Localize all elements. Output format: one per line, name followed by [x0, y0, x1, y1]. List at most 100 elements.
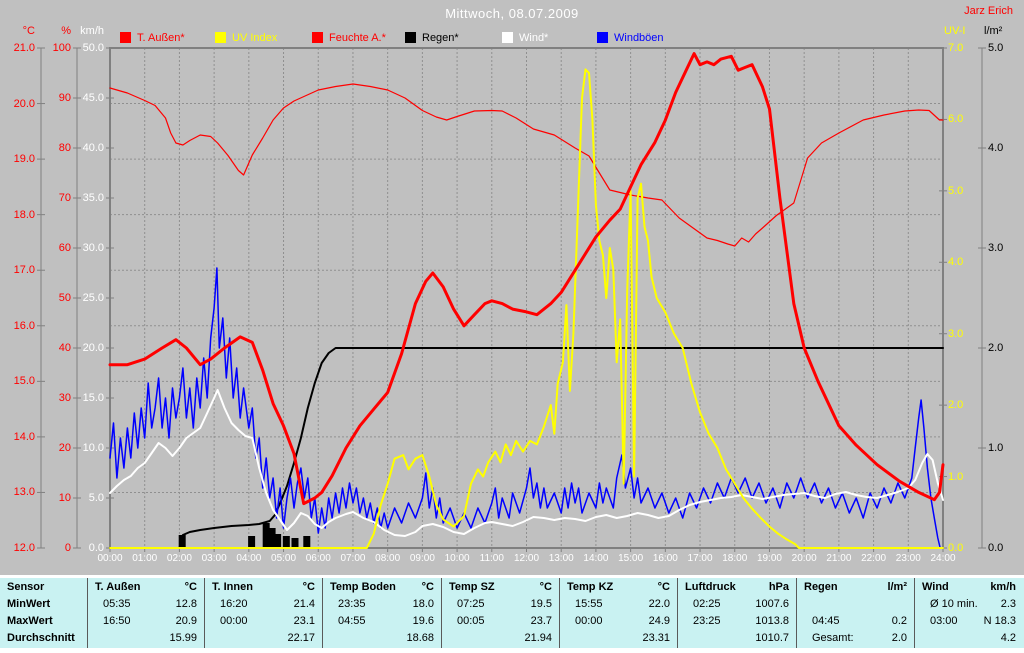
axis-tick-label-uv: 5.0: [948, 184, 964, 197]
legend-swatch: [502, 32, 513, 43]
table-header-row: T. Außen °C: [88, 579, 205, 596]
x-axis-label: 04:00: [236, 553, 262, 564]
table-cell-time: 00:05: [457, 615, 485, 627]
table-row: 23.31: [560, 630, 678, 647]
table-cell-value: 22.17: [287, 632, 315, 644]
axis-tick-label-temp: 19.0: [13, 153, 35, 166]
table-cell-value: 18.68: [406, 632, 434, 644]
table-column-separator: [204, 578, 205, 648]
x-axis-label: 16:00: [652, 553, 678, 564]
table-sensor-unit: km/h: [990, 581, 1016, 593]
table-cell-time: [922, 630, 930, 647]
x-axis-label: 12:00: [513, 553, 540, 564]
table-sensor-unit: hPa: [768, 581, 789, 593]
bottom-strip: [0, 648, 1024, 653]
table-row: 00:00 23.1: [205, 613, 323, 630]
x-axis-label: 01:00: [132, 553, 158, 564]
table-cell-value: 23.7: [530, 615, 552, 627]
legend-item: UV Index: [215, 31, 277, 44]
axis-unit-label-uv: UV-I: [944, 25, 966, 37]
table-cell-value: 1007.6: [755, 598, 789, 610]
table-cell-value: 23.31: [642, 632, 670, 644]
table-row: 15:55 22.0: [560, 596, 678, 613]
x-axis-label: 07:00: [340, 553, 366, 564]
axis-tick-label-wind: 45.0: [82, 92, 104, 104]
x-axis-label: 20:00: [791, 553, 817, 564]
axis-tick-label-percent: 30: [58, 392, 71, 404]
table-cell-time: Gesamt:: [812, 632, 854, 644]
axis-tick-label-uv: 1.0: [948, 470, 964, 483]
rain-bar: [248, 536, 256, 548]
table-cell-value: 22.0: [648, 598, 670, 610]
table-column-separator: [914, 578, 915, 648]
table-cell-value: 15.99: [169, 632, 197, 644]
table-column-separator: [796, 578, 797, 648]
table-row: [797, 596, 915, 613]
table-row: 21.94: [442, 630, 560, 647]
table-cell-time: [804, 596, 812, 613]
table-header-row: Temp KZ °C: [560, 579, 678, 596]
table-sensor-name: Luftdruck: [685, 581, 736, 593]
x-axis-label: 08:00: [375, 553, 401, 564]
table-cell-time: Ø 10 min.: [930, 598, 978, 610]
legend-swatch: [597, 32, 608, 43]
table-sensor-name: T. Innen: [212, 581, 253, 593]
legend-label: Feuchte A.*: [329, 31, 386, 44]
legend-label: Regen*: [422, 31, 459, 44]
table-sensor-name: Temp SZ: [449, 581, 495, 593]
x-axis-label: 06:00: [305, 553, 331, 564]
table-cell-value: 0.2: [891, 615, 907, 627]
table-cell-value: 18.0: [412, 598, 434, 610]
x-axis-label: 10:00: [444, 553, 470, 564]
table-cell-time: 07:25: [457, 598, 485, 610]
table-row-label: MaxWert: [7, 615, 53, 627]
table-sensor-name: Temp KZ: [567, 581, 614, 593]
rain-bar: [291, 538, 299, 548]
rain-bar: [303, 536, 311, 548]
axis-tick-label-wind: 5.0: [88, 492, 104, 504]
axis-tick-label-temp: 15.0: [13, 375, 35, 388]
legend-item: T. Außen*: [120, 31, 185, 44]
legend-swatch: [215, 32, 226, 43]
table-cell-time: 04:55: [338, 615, 366, 627]
axis-tick-label-wind: 10.0: [82, 442, 104, 454]
table-column-separator: [87, 578, 88, 648]
table-row: 07:25 19.5: [442, 596, 560, 613]
table-sensor-unit: °C: [657, 581, 670, 593]
table-cell-time: [567, 630, 575, 647]
table-row-label: MinWert: [7, 598, 51, 610]
axis-tick-label-wind: 40.0: [82, 142, 104, 154]
series-T. Außen: [108, 52, 945, 506]
plot-border: [109, 47, 944, 549]
table-row: 02:25 1007.6: [678, 596, 797, 613]
chart-title: Mittwoch, 08.07.2009: [445, 6, 579, 21]
table-cell-time: [330, 630, 338, 647]
table-cell-time: 00:00: [575, 615, 603, 627]
table-cell-time: 05:35: [103, 598, 131, 610]
table-header-row: Luftdruck hPa: [678, 579, 797, 596]
table-column-T. Außen: T. Außen °C 05:35 12.8 16:50 20.9 15.99: [88, 578, 205, 648]
x-axis-label: 11:00: [479, 553, 504, 564]
axis-tick-label-wind: 35.0: [82, 192, 104, 204]
table-row: 00:00 24.9: [560, 613, 678, 630]
axis-tick-label-temp: 21.0: [13, 42, 35, 54]
table-cell-time: 03:00: [930, 615, 958, 627]
x-axis-label: 13:00: [548, 553, 574, 564]
axis-unit-label-temp: °C: [22, 25, 35, 37]
table-row: Gesamt: 2.0: [797, 630, 915, 647]
rain-bar: [268, 528, 276, 548]
table-cell-time: [95, 630, 103, 647]
axis-tick-label-temp: 14.0: [13, 430, 35, 443]
axis-tick-label-percent: 0: [64, 542, 71, 554]
legend-item: Feuchte A.*: [312, 31, 386, 44]
summary-table: Sensor MinWert MaxWert Durchschnitt T. Außen…: [0, 578, 1024, 648]
table-cell-value: N 18.3: [983, 615, 1016, 627]
table-column-Temp KZ: Temp KZ °C 15:55 22.0 00:00 24.9 23.31: [560, 578, 678, 648]
table-header-row: Wind km/h: [915, 579, 1024, 596]
axis-tick-label-percent: 10: [58, 492, 71, 504]
legend-item: Wind*: [502, 31, 548, 44]
x-axis-label: 14:00: [583, 553, 609, 564]
axis-unit-label-wind: km/h: [80, 25, 104, 37]
table-cell-value: 12.8: [175, 598, 197, 610]
rain-bar: [178, 535, 186, 548]
